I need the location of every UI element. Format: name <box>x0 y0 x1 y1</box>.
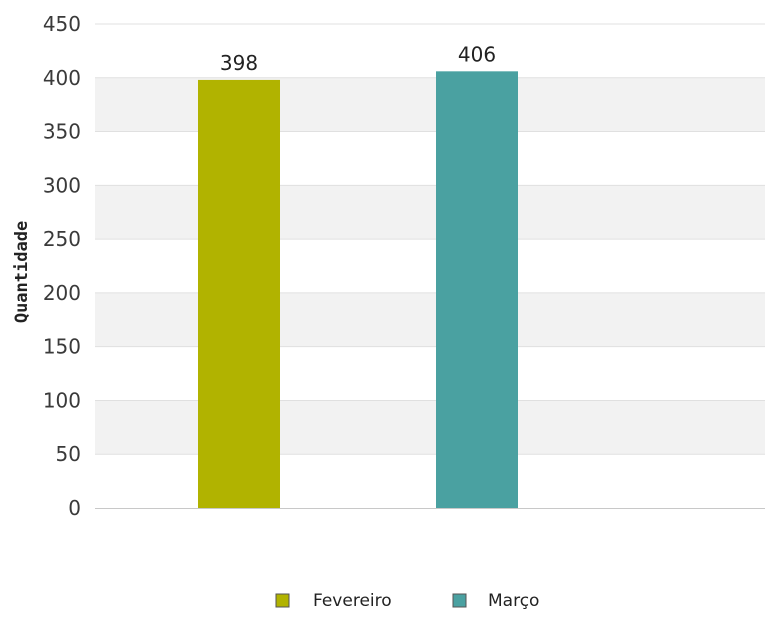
plot-band <box>95 400 765 455</box>
plot-band <box>95 131 765 186</box>
data-label: 398 <box>220 51 258 75</box>
data-labels: 398 406 <box>220 42 496 75</box>
legend-swatch <box>275 593 290 608</box>
y-tick-label: 0 <box>68 496 81 520</box>
plot-band <box>95 24 765 78</box>
legend-label: Fevereiro <box>313 591 392 611</box>
plot-band <box>95 346 765 401</box>
plot-band <box>95 77 765 132</box>
legend-label: Março <box>488 591 539 611</box>
y-tick-label: 100 <box>43 388 81 412</box>
bars <box>198 71 518 508</box>
plot-band <box>95 454 765 508</box>
legend: Fevereiro Março <box>275 591 539 611</box>
plot-band <box>95 239 765 293</box>
y-tick-label: 400 <box>43 66 81 90</box>
y-axis-ticks: 0 50 100 150 200 250 300 350 400 450 <box>43 12 81 520</box>
bar-fevereiro <box>198 79 280 508</box>
plot-background-bands <box>95 24 765 508</box>
legend-swatch <box>452 593 467 608</box>
plot-band <box>95 292 765 347</box>
y-tick-label: 50 <box>56 442 81 466</box>
y-tick-label: 200 <box>43 281 81 305</box>
y-tick-label: 300 <box>43 173 81 197</box>
y-axis-title: Quantidade <box>12 221 32 323</box>
y-tick-label: 350 <box>43 120 81 144</box>
y-tick-label: 250 <box>43 227 81 251</box>
bar-mar-o <box>436 71 518 508</box>
y-tick-label: 150 <box>43 335 81 359</box>
plot-band <box>95 185 765 240</box>
y-tick-label: 450 <box>43 12 81 36</box>
data-label: 406 <box>458 42 496 66</box>
